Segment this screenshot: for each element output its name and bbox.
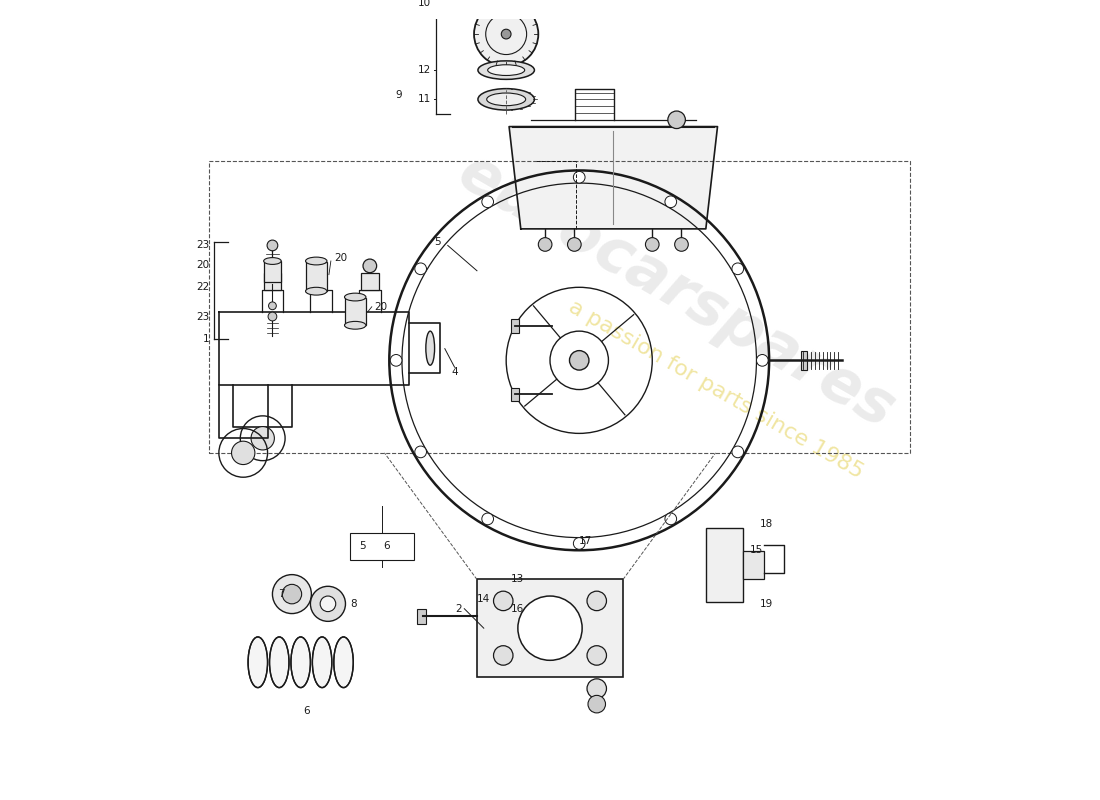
Circle shape [268,302,276,310]
Circle shape [732,446,744,458]
Text: 20: 20 [196,260,209,270]
Text: 2: 2 [455,604,462,614]
Circle shape [757,354,768,366]
Text: 1: 1 [202,334,209,344]
Circle shape [268,312,277,321]
Circle shape [310,586,345,622]
Circle shape [273,574,311,614]
Bar [512,319,519,333]
Circle shape [320,596,336,612]
Bar [344,298,366,326]
Ellipse shape [426,331,434,366]
Circle shape [587,646,606,665]
Ellipse shape [344,293,366,301]
Circle shape [482,513,494,525]
Ellipse shape [477,61,535,79]
Bar [264,273,282,290]
Circle shape [587,591,606,610]
Circle shape [573,538,585,550]
Circle shape [415,263,427,274]
Ellipse shape [249,637,267,687]
Ellipse shape [333,637,353,687]
Circle shape [251,426,274,450]
Text: 23: 23 [196,311,209,322]
Text: 7: 7 [278,589,285,599]
Bar [361,273,378,290]
Ellipse shape [264,258,282,265]
Text: 9: 9 [395,90,402,101]
Ellipse shape [290,637,310,687]
Bar [512,388,519,402]
Circle shape [646,238,659,251]
Text: 15: 15 [750,546,763,555]
Circle shape [664,196,676,208]
Circle shape [588,695,605,713]
Circle shape [363,259,376,273]
Text: 13: 13 [512,574,525,585]
Circle shape [494,646,513,665]
Text: 4: 4 [451,367,458,377]
Text: 14: 14 [476,594,490,604]
Circle shape [668,111,685,129]
Ellipse shape [306,257,327,265]
Bar [350,533,414,560]
Ellipse shape [487,65,525,75]
Text: a passion for parts since 1985: a passion for parts since 1985 [564,297,867,482]
Ellipse shape [306,287,327,295]
Bar [801,350,807,370]
Circle shape [570,350,589,370]
Ellipse shape [477,89,535,110]
Circle shape [674,238,689,251]
Circle shape [482,196,494,208]
Text: 5: 5 [359,542,365,551]
Bar [706,528,743,602]
Text: 23: 23 [196,241,209,250]
Circle shape [231,441,255,465]
Bar [742,551,764,578]
Circle shape [494,591,513,610]
Text: 6: 6 [383,542,389,551]
Text: 8: 8 [350,599,358,609]
Circle shape [518,596,582,660]
Polygon shape [509,126,717,229]
Ellipse shape [344,322,366,329]
Bar [477,579,623,677]
Circle shape [664,513,676,525]
Circle shape [538,238,552,251]
Circle shape [283,584,301,604]
Circle shape [265,259,279,273]
Text: 10: 10 [418,0,431,8]
Circle shape [732,263,744,274]
Circle shape [573,171,585,183]
Text: 19: 19 [759,599,772,609]
Text: 6: 6 [304,706,310,716]
Circle shape [415,446,427,458]
Text: 11: 11 [418,94,431,104]
Text: 17: 17 [580,535,593,546]
Bar [209,161,911,453]
Text: 18: 18 [759,519,772,529]
Ellipse shape [270,637,289,687]
Ellipse shape [486,93,526,106]
Text: 22: 22 [196,282,209,292]
Text: 20: 20 [333,253,346,263]
Circle shape [474,2,538,66]
Circle shape [502,30,512,39]
Circle shape [267,240,278,250]
Bar [264,261,282,282]
Text: 5: 5 [434,237,441,246]
Circle shape [587,679,606,698]
Circle shape [568,238,581,251]
Circle shape [390,354,402,366]
Text: eurocarspares: eurocarspares [448,143,905,442]
Text: 20: 20 [375,302,388,312]
Bar [306,262,327,291]
Bar [417,609,427,624]
Text: 16: 16 [512,604,525,614]
Text: 12: 12 [418,65,431,75]
Ellipse shape [312,637,332,687]
